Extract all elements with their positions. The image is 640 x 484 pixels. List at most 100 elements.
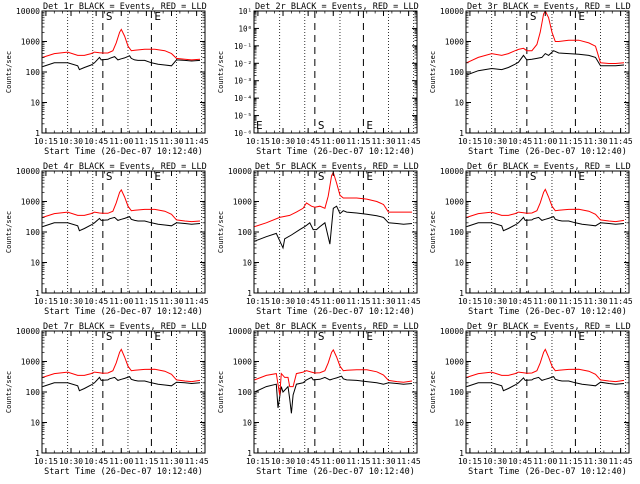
y-axis-label: Counts/sec	[5, 211, 13, 253]
y-axis-label: Counts/sec	[429, 211, 437, 253]
marker-label: E	[256, 119, 263, 132]
marker-label: S	[318, 330, 325, 343]
y-tick-label: 10	[454, 99, 464, 108]
y-tick-label: 1000	[21, 198, 40, 207]
x-tick-label: 11:45	[185, 457, 209, 466]
panel-title: Det 5r BLACK = Events, RED = LLD	[255, 162, 419, 172]
marker-label: S	[106, 10, 113, 23]
x-axis-label: Start Time (26-Dec-07 10:12:40)	[468, 147, 627, 157]
panel-title: Det 2r BLACK = Events, RED = LLD	[255, 2, 419, 12]
x-tick-label: 11:30	[583, 457, 607, 466]
x-tick-label: 10:45	[296, 457, 320, 466]
y-tick-label: 100	[26, 388, 41, 397]
x-tick-label: 10:15	[246, 457, 270, 466]
marker-label: S	[530, 10, 537, 23]
y-tick-label: 1	[247, 289, 252, 298]
x-tick-label: 10:45	[296, 137, 320, 146]
x-tick-label: 11:15	[346, 457, 370, 466]
marker-label: S	[318, 119, 325, 132]
y-tick-label: 10	[242, 259, 252, 268]
x-tick-label: 11:30	[371, 137, 395, 146]
marker-label: S	[106, 330, 113, 343]
y-tick-label: 10	[454, 259, 464, 268]
series-events-line	[466, 375, 625, 392]
panel-title: Det 7r BLACK = Events, RED = LLD	[43, 322, 207, 332]
series-lld-line	[254, 171, 412, 228]
x-tick-label: 10:15	[458, 137, 482, 146]
x-tick-label: 11:00	[533, 457, 557, 466]
x-axis-label: Start Time (26-Dec-07 10:12:40)	[44, 147, 203, 157]
y-tick-label: 10⁻⁴	[234, 94, 252, 103]
y-tick-label: 1	[35, 449, 40, 458]
x-tick-label: 11:15	[558, 137, 582, 146]
x-axis-label: Start Time (26-Dec-07 10:12:40)	[44, 307, 203, 317]
panel-title: Det 4r BLACK = Events, RED = LLD	[43, 162, 207, 172]
y-tick-label: 100	[26, 228, 41, 237]
x-tick-label: 10:15	[458, 297, 482, 306]
panel-title: Det 6r BLACK = Events, RED = LLD	[467, 162, 631, 172]
y-tick-label: 10	[30, 419, 40, 428]
y-tick-label: 10	[454, 419, 464, 428]
x-tick-label: 11:45	[609, 137, 633, 146]
series-events-line	[42, 55, 201, 71]
series-lld-line	[42, 28, 201, 61]
y-tick-label: 100	[450, 228, 465, 237]
x-tick-label: 11:45	[397, 137, 421, 146]
plot-frame	[253, 10, 418, 134]
marker-label: S	[530, 170, 537, 183]
y-tick-label: 10⁻¹	[234, 42, 252, 51]
series-lld-line	[466, 11, 625, 64]
x-axis-label: Start Time (26-Dec-07 10:12:40)	[468, 307, 627, 317]
marker-label: S	[318, 170, 325, 183]
y-tick-label: 1000	[21, 38, 40, 47]
x-tick-label: 10:30	[483, 457, 507, 466]
y-tick-label: 1	[35, 289, 40, 298]
x-tick-label: 11:15	[134, 137, 158, 146]
x-tick-label: 11:00	[533, 297, 557, 306]
y-tick-label: 10000	[228, 327, 252, 336]
x-tick-label: 10:15	[246, 137, 270, 146]
y-tick-label: 10⁻⁵	[234, 112, 252, 121]
y-axis-label: Counts/sec	[217, 211, 225, 253]
y-tick-label: 10000	[16, 167, 40, 176]
y-axis-label: Counts/sec	[429, 51, 437, 93]
y-tick-label: 1	[247, 449, 252, 458]
series-lld-line	[42, 348, 201, 383]
y-tick-label: 1000	[233, 198, 252, 207]
x-tick-label: 11:30	[371, 457, 395, 466]
x-tick-label: 10:30	[59, 297, 83, 306]
x-axis-label: Start Time (26-Dec-07 10:12:40)	[256, 467, 415, 477]
x-tick-label: 11:00	[109, 137, 133, 146]
x-tick-label: 11:15	[134, 457, 158, 466]
marker-label: E	[578, 170, 585, 183]
x-tick-label: 10:15	[34, 457, 58, 466]
x-tick-label: 10:15	[458, 457, 482, 466]
marker-label: E	[578, 330, 585, 343]
x-tick-label: 11:15	[346, 297, 370, 306]
y-tick-label: 10⁻²	[234, 59, 252, 68]
x-tick-label: 10:45	[84, 297, 108, 306]
x-tick-label: 11:45	[185, 297, 209, 306]
y-tick-label: 1	[459, 449, 464, 458]
y-tick-label: 100	[450, 68, 465, 77]
x-tick-label: 10:30	[271, 137, 295, 146]
panel-title: Det 3r BLACK = Events, RED = LLD	[467, 2, 631, 12]
marker-label: S	[106, 170, 113, 183]
y-tick-label: 100	[238, 388, 253, 397]
x-tick-label: 11:45	[397, 457, 421, 466]
x-tick-label: 11:00	[109, 457, 133, 466]
x-tick-label: 10:30	[483, 137, 507, 146]
y-tick-label: 10000	[228, 167, 252, 176]
y-tick-label: 10⁻⁶	[234, 129, 252, 138]
y-tick-label: 10000	[16, 7, 40, 16]
panel-title: Det 9r BLACK = Events, RED = LLD	[467, 322, 631, 332]
y-tick-label: 1	[459, 129, 464, 138]
y-tick-label: 100	[26, 68, 41, 77]
x-tick-label: 11:30	[371, 297, 395, 306]
marker-label: E	[154, 330, 161, 343]
x-tick-label: 10:30	[59, 137, 83, 146]
